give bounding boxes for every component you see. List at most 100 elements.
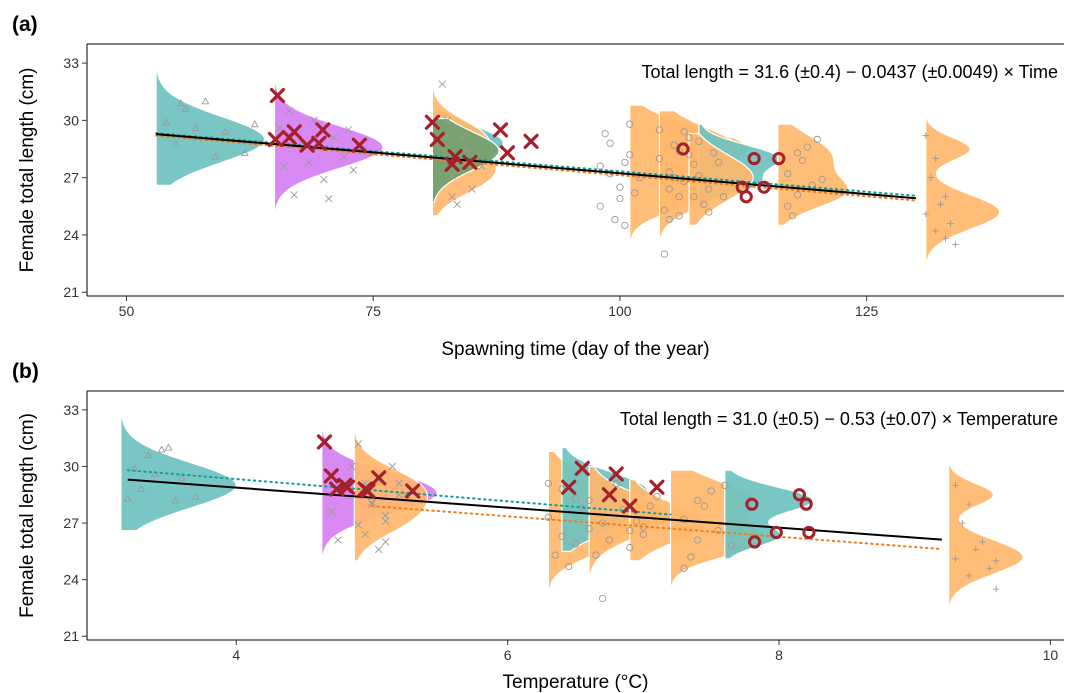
data-point <box>721 481 729 489</box>
y-tick-label: 30 <box>63 112 79 128</box>
x-tick-label: 75 <box>365 303 381 319</box>
highlight-point <box>316 434 333 450</box>
data-point <box>660 206 668 214</box>
x-tick-label: 6 <box>504 647 512 663</box>
data-point <box>813 135 821 144</box>
data-point <box>598 594 607 603</box>
data-point <box>631 189 639 197</box>
highlight-point <box>739 190 753 204</box>
highlight-point <box>802 525 816 540</box>
data-point <box>660 250 668 258</box>
data-point <box>639 530 647 539</box>
data-point <box>375 545 383 554</box>
y-tick-label: 30 <box>63 458 79 474</box>
data-point <box>665 215 673 224</box>
data-point <box>191 123 200 132</box>
data-point <box>344 126 353 134</box>
data-point <box>932 227 939 235</box>
y-tick-label: 33 <box>63 55 79 71</box>
data-point <box>596 202 604 210</box>
data-point <box>784 202 792 210</box>
data-point <box>665 185 673 193</box>
x-tick-label: 8 <box>775 647 783 663</box>
data-point <box>680 515 688 523</box>
y-tick-label: 21 <box>63 628 79 644</box>
data-point <box>798 156 807 165</box>
panel-a: 21 24 27 30 33 50 75 100 125 Spawning time (day o… <box>12 13 1064 360</box>
data-point <box>621 221 629 230</box>
data-point <box>784 170 792 178</box>
data-point <box>571 540 580 548</box>
data-point <box>952 555 959 563</box>
data-point <box>354 521 363 529</box>
data-point <box>972 546 979 553</box>
data-point <box>551 551 559 559</box>
data-point <box>368 498 376 506</box>
data-point <box>605 536 614 544</box>
data-point <box>571 494 580 503</box>
data-point <box>144 451 153 459</box>
data-point <box>161 118 170 126</box>
highlight-point <box>424 114 441 130</box>
highlight-point <box>561 479 577 495</box>
data-point <box>443 116 451 125</box>
data-point <box>621 158 629 167</box>
data-point <box>290 191 298 199</box>
data-point <box>327 508 335 516</box>
data-point <box>458 133 466 142</box>
data-point <box>952 241 959 248</box>
data-point <box>334 536 342 544</box>
y-tick-label: 33 <box>63 402 79 418</box>
data-point <box>305 158 313 167</box>
highlight-point <box>492 122 509 138</box>
data-point <box>250 120 259 128</box>
data-point <box>793 191 802 199</box>
distribution-teal <box>120 413 237 532</box>
highlight-point <box>267 131 284 148</box>
data-point <box>349 166 358 174</box>
x-tick-label: 50 <box>119 303 135 319</box>
x-axis-title: Temperature (°C) <box>503 672 649 693</box>
data-point <box>275 124 284 132</box>
highlight-point <box>360 483 376 499</box>
data-point <box>181 104 190 112</box>
data-point <box>932 155 939 162</box>
data-point <box>150 469 159 478</box>
highlight-point <box>757 180 771 194</box>
data-point <box>693 536 702 544</box>
y-tick-label: 27 <box>63 170 79 186</box>
data-point <box>992 585 1000 593</box>
y-tick-label: 24 <box>63 227 79 243</box>
highlight-point <box>745 497 759 511</box>
data-point <box>695 137 703 146</box>
highlight-point <box>286 124 302 140</box>
highlight-point <box>748 535 762 549</box>
data-point <box>714 526 722 535</box>
data-point <box>680 128 688 136</box>
data-point <box>705 208 713 216</box>
data-point <box>655 154 664 163</box>
highlight-point <box>299 137 315 153</box>
highlight-point <box>676 142 690 156</box>
data-point <box>727 542 736 550</box>
data-point <box>558 532 566 540</box>
data-point <box>171 496 180 504</box>
y-tick-label: 27 <box>63 515 79 531</box>
data-point <box>707 487 715 495</box>
data-point <box>922 132 930 139</box>
data-point <box>690 193 698 201</box>
data-point <box>453 200 461 209</box>
highlight-point <box>323 468 339 484</box>
x-tick-label: 100 <box>608 303 632 319</box>
data-point <box>221 127 230 135</box>
y-axis-title: Female total length (cm) <box>17 413 38 618</box>
data-point <box>164 443 173 451</box>
data-point <box>347 462 356 471</box>
data-point <box>788 212 797 220</box>
data-point <box>381 517 390 525</box>
highlight-point <box>649 479 665 495</box>
data-point <box>330 133 338 142</box>
data-point <box>544 479 553 488</box>
highlight-point <box>315 122 331 138</box>
